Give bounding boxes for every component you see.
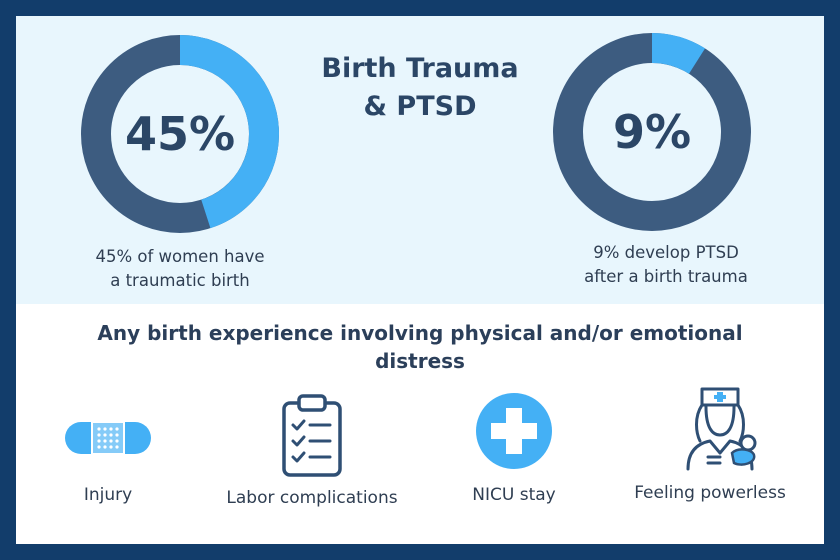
donut-caption-line: 45% of women have [95, 247, 265, 266]
clipboard-checklist-icon [272, 390, 352, 482]
headline-line: Any birth experience involving physical … [97, 321, 743, 345]
donut-caption: 9% develop PTSD after a birth trauma [536, 241, 796, 289]
icon-label-injury: Injury [83, 485, 133, 505]
icon-label-nicu-stay: NICU stay [472, 485, 556, 505]
page-title: Birth Trauma & PTSD [256, 50, 584, 126]
infographic-card: 45% 45% of women have a traumatic birth … [16, 16, 824, 544]
definition-headline: Any birth experience involving physical … [46, 319, 794, 375]
nurse-with-baby-icon [676, 382, 770, 472]
donut-caption-line: 9% develop PTSD [593, 243, 739, 262]
title-line: & PTSD [363, 91, 477, 122]
title-line: Birth Trauma [321, 53, 519, 84]
donut-caption: 45% of women have a traumatic birth [60, 245, 300, 293]
donut-chart-women-traumatic-birth: 45% [80, 34, 280, 234]
icon-label-feeling-powerless: Feeling powerless [634, 483, 786, 503]
medical-cross-icon [473, 390, 555, 472]
headline-line: distress [375, 349, 465, 373]
donut-value-label: 9% [612, 105, 692, 159]
donut-value-label: 45% [124, 107, 236, 161]
donut-fill [81, 35, 279, 233]
bandage-icon [60, 412, 156, 464]
donut-caption-line: a traumatic birth [110, 271, 250, 290]
donut-fill [553, 33, 751, 231]
donut-caption-line: after a birth trauma [584, 267, 748, 286]
donut-chart-develop-ptsd: 9% [552, 32, 752, 232]
icon-label-labor-complications: Labor complications [226, 488, 398, 508]
